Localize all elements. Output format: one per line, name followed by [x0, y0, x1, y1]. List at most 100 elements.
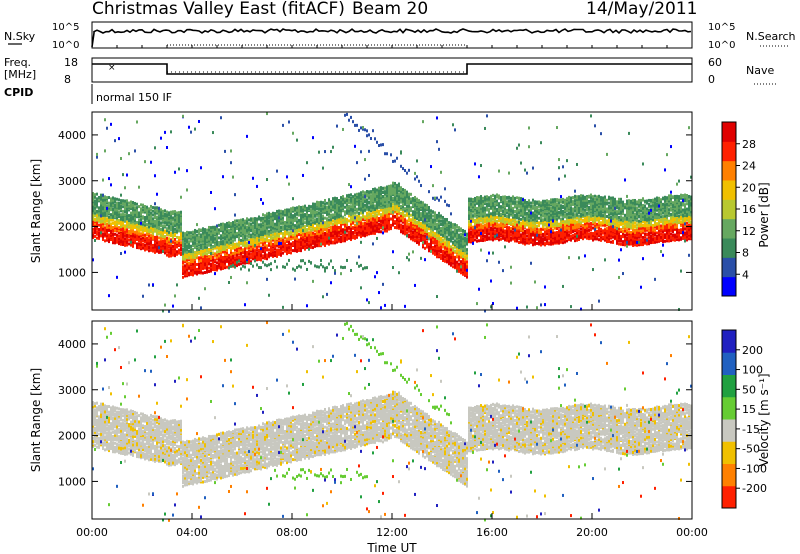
- power-cell: [444, 246, 446, 249]
- power-cell: [376, 227, 378, 230]
- power-cell: [330, 259, 332, 262]
- power-cell: [198, 263, 200, 266]
- station-title: Christmas Valley East (fitACF): [92, 0, 345, 19]
- power-cell: [324, 217, 326, 220]
- power-cell: [246, 258, 248, 261]
- power-cell: [116, 211, 118, 214]
- power-cell: [272, 237, 274, 240]
- power-cell: [102, 179, 104, 182]
- power-cell: [184, 264, 186, 267]
- power-cell: [302, 259, 304, 262]
- power-cell: [118, 222, 120, 225]
- power-cell: [154, 249, 156, 252]
- power-cell: [104, 209, 106, 212]
- power-cell: [294, 213, 296, 216]
- power-cell: [464, 256, 466, 259]
- power-cell: [400, 150, 402, 153]
- power-cell: [104, 149, 106, 152]
- power-cell: [322, 295, 324, 298]
- power-cell: [426, 207, 428, 210]
- power-cell: [346, 233, 348, 236]
- power-cell: [448, 221, 450, 224]
- power-cell: [354, 224, 356, 227]
- power-cell: [166, 227, 168, 230]
- power-cell: [354, 216, 356, 219]
- power-cell: [228, 254, 230, 257]
- power-cell: [128, 214, 130, 217]
- power-cell: [460, 233, 462, 236]
- power-cell: [382, 187, 384, 190]
- power-cell: [286, 263, 288, 266]
- power-cell: [96, 216, 98, 219]
- power-cell: [378, 187, 380, 190]
- power-cell: [104, 201, 106, 204]
- power-cell: [398, 187, 400, 190]
- power-cell: [196, 243, 198, 246]
- power-cell: [386, 204, 388, 207]
- power-cell: [332, 197, 334, 200]
- power-cell: [180, 226, 182, 229]
- power-cell: [256, 263, 258, 266]
- power-cell: [148, 246, 150, 249]
- power-cell: [96, 210, 98, 213]
- power-cell: [152, 217, 154, 220]
- power-cell: [228, 266, 230, 269]
- power-cell: [474, 212, 476, 215]
- power-cell: [416, 175, 418, 178]
- power-cell: [430, 165, 432, 168]
- power-cell: [112, 219, 114, 222]
- power-cell: [176, 253, 178, 256]
- power-cell: [186, 263, 188, 266]
- power-cell: [108, 216, 110, 219]
- power-cell: [368, 194, 370, 197]
- power-cell: [334, 269, 336, 272]
- power-cell: [98, 224, 100, 227]
- power-cell: [344, 266, 346, 269]
- power-cell: [288, 231, 290, 234]
- power-cell: [292, 241, 294, 244]
- power-cell: [298, 265, 300, 268]
- power-cell: [392, 211, 394, 214]
- power-cell: [124, 237, 126, 240]
- power-cell: [384, 304, 386, 307]
- power-cell: [446, 243, 448, 246]
- cpid-label: CPID: [4, 86, 33, 99]
- power-cell: [352, 231, 354, 234]
- power-cell: [434, 211, 436, 214]
- power-cell: [232, 264, 234, 267]
- power-cell: [324, 199, 326, 202]
- power-cell: [392, 217, 394, 220]
- power-cell: [430, 233, 432, 236]
- power-cell: [338, 226, 340, 229]
- power-cell: [192, 238, 194, 241]
- power-cell: [356, 232, 358, 235]
- power-cell: [292, 249, 294, 252]
- power-cell: [280, 237, 282, 240]
- power-cell: [104, 195, 106, 198]
- power-cell: [208, 255, 210, 258]
- power-cell: [290, 242, 292, 245]
- power-cell: [436, 116, 438, 119]
- power-cell: [254, 249, 256, 252]
- power-cell: [168, 237, 170, 240]
- power-cell: [406, 200, 408, 203]
- power-cell: [258, 231, 260, 234]
- power-cell: [408, 223, 410, 226]
- power-cell: [264, 263, 266, 266]
- power-cell: [268, 220, 270, 223]
- power-cell: [102, 225, 104, 228]
- power-cell: [192, 231, 194, 234]
- power-cell: [434, 244, 436, 247]
- power-cell: [208, 248, 210, 251]
- power-cell: [230, 236, 232, 239]
- power-cell: [458, 243, 460, 246]
- power-cell: [368, 190, 370, 193]
- power-cell: [346, 229, 348, 232]
- power-cell: [318, 266, 320, 269]
- power-cell: [392, 182, 394, 185]
- power-cell: [292, 214, 294, 217]
- power-cell: [198, 240, 200, 243]
- power-cell: [466, 248, 468, 251]
- power-cell: [206, 253, 208, 256]
- power-cell: [390, 218, 392, 221]
